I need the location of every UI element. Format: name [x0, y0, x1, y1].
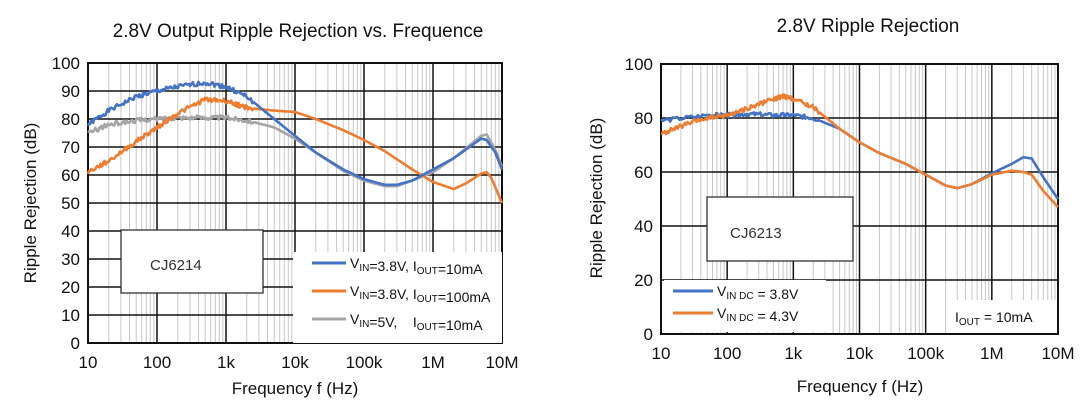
x-tick-label: 10k [281, 353, 309, 372]
legend-text: I [413, 314, 417, 330]
condition-background [952, 300, 1056, 333]
chart1-title: 2.8V Output Ripple Rejection vs. Frequen… [113, 21, 484, 42]
chart2-xlabel: Frequency f (Hz) [797, 377, 924, 396]
chart2-ylabel: Ripple Rejection (dB) [587, 118, 606, 279]
legend-text: V [717, 305, 727, 321]
legend-text: V [717, 283, 727, 299]
x-tick-label: 10M [1041, 344, 1074, 363]
y-tick-label: 60 [634, 163, 653, 182]
legend-text: =5V, [369, 314, 412, 330]
legend-entry: VIN=3.8V, IOUT=100mA [350, 283, 491, 305]
y-tick-label: 0 [71, 334, 80, 353]
legend-text: V [350, 255, 360, 271]
legend-subscript: IN [359, 319, 369, 330]
legend-subscript: OUT [417, 322, 438, 333]
y-tick-label: 90 [61, 82, 80, 101]
x-tick-label: 1M [980, 344, 1004, 363]
series-line [660, 93, 1059, 208]
condition-subscript: OUT [959, 317, 980, 328]
x-tick-label: 100k [907, 344, 944, 363]
legend-entry: VIN DC = 3.8V [717, 283, 799, 302]
y-tick-label: 30 [61, 250, 80, 269]
chart2-title: 2.8V Ripple Rejection [777, 16, 960, 37]
condition-text: = 10mA [980, 309, 1033, 325]
legend-subscript: IN [359, 263, 369, 274]
legend-text: = 4.3V [754, 308, 799, 324]
x-tick-label: 10 [652, 344, 671, 363]
legend-subscript: OUT [417, 266, 438, 277]
legend-background [293, 252, 502, 343]
y-tick-label: 60 [61, 166, 80, 185]
y-tick-label: 40 [634, 217, 653, 236]
legend-text: I [413, 258, 417, 274]
x-tick-label: 100k [346, 353, 383, 372]
x-tick-label: 10M [485, 353, 518, 372]
y-tick-label: 0 [644, 325, 653, 344]
chart1-ylabel: Ripple Rejection (dB) [21, 123, 40, 284]
legend-entry: VIN=5V, IOUT=10mA [350, 311, 483, 333]
condition-label: IOUT = 10mA [955, 309, 1033, 328]
x-tick-label: 100 [143, 353, 171, 372]
legend-subscript: IN [359, 291, 369, 302]
annotation-box [120, 229, 264, 294]
x-tick-label: 10k [846, 344, 874, 363]
y-tick-label: 20 [634, 271, 653, 290]
y-tick-label: 40 [61, 222, 80, 241]
legend-background [664, 280, 826, 332]
legend-text: =10mA [438, 261, 483, 277]
x-tick-label: 100 [713, 344, 741, 363]
chart1-xlabel: Frequency f (Hz) [232, 379, 359, 398]
annotation-label: CJ6213 [730, 225, 782, 242]
legend-text: V [350, 283, 360, 299]
x-tick-label: 1k [784, 344, 802, 363]
legend-entry: VIN DC = 4.3V [717, 305, 799, 324]
condition-text: I [955, 309, 959, 325]
x-tick-label: 10 [79, 353, 98, 372]
legend-text: I [413, 286, 417, 302]
legend-text: =100mA [438, 289, 491, 305]
x-tick-label: 1M [421, 353, 445, 372]
legend-text: =10mA [438, 317, 483, 333]
series-line [86, 96, 504, 204]
y-tick-label: 50 [61, 194, 80, 213]
legend-subscript: OUT [417, 294, 438, 305]
y-tick-label: 80 [634, 109, 653, 128]
y-tick-label: 100 [625, 55, 653, 74]
x-tick-label: 1k [217, 353, 235, 372]
annotation-label: CJ6214 [150, 257, 202, 274]
y-tick-label: 70 [61, 138, 80, 157]
y-tick-label: 100 [52, 54, 80, 73]
y-tick-label: 20 [61, 278, 80, 297]
legend-subscript: IN DC [726, 313, 753, 324]
legend-text: =3.8V, [369, 286, 412, 302]
annotation-box [706, 196, 854, 262]
y-tick-label: 80 [61, 110, 80, 129]
y-tick-label: 10 [61, 306, 80, 325]
legend-text: V [350, 311, 360, 327]
legend-entry: VIN=3.8V, IOUT=10mA [350, 255, 483, 277]
legend-text: =3.8V, [369, 258, 412, 274]
series-line [86, 80, 504, 187]
legend-text: = 3.8V [754, 286, 799, 302]
legend-subscript: IN DC [726, 291, 753, 302]
